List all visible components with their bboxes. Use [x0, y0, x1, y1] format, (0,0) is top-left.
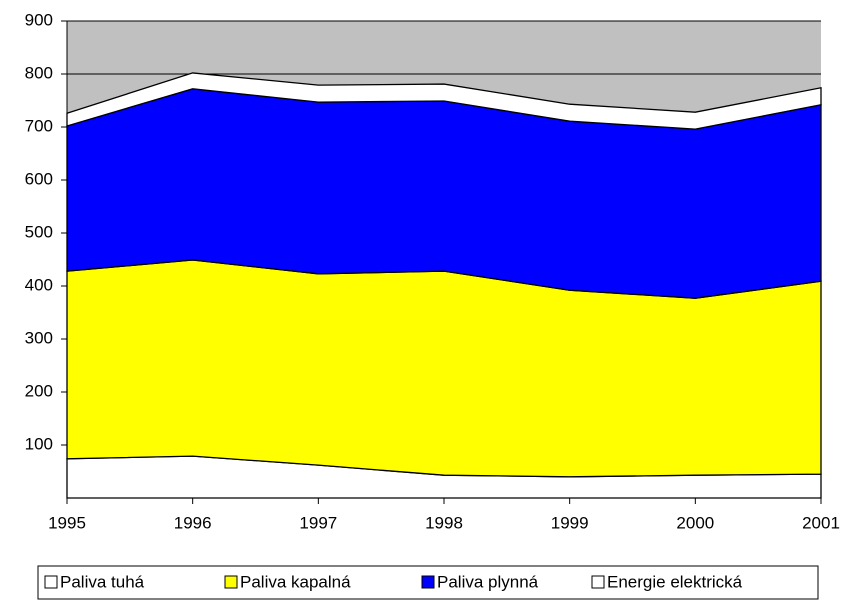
x-tick-label: 1999 [551, 513, 589, 532]
legend-swatch [224, 575, 238, 589]
y-tick-label: 100 [25, 434, 53, 453]
y-tick-label: 300 [25, 328, 53, 347]
legend-swatch [44, 575, 58, 589]
area [66, 72, 822, 130]
x-tick-label: 2001 [802, 513, 840, 532]
y-tick-label: 400 [25, 275, 53, 294]
legend-label: Paliva kapalná [240, 572, 351, 591]
x-tick-label: 1995 [48, 513, 86, 532]
x-tick-label: 1998 [425, 513, 463, 532]
legend-label: Paliva tuhá [60, 572, 145, 591]
x-tick-label: 1996 [174, 513, 212, 532]
legend-swatch [421, 575, 435, 589]
y-tick-label: 200 [25, 381, 53, 400]
y-tick-label: 800 [25, 63, 53, 82]
y-tick-label: 600 [25, 169, 53, 188]
x-tick-label: 2000 [676, 513, 714, 532]
y-tick-label: 500 [25, 222, 53, 241]
x-tick-label: 1997 [299, 513, 337, 532]
legend-label: Paliva plynná [437, 572, 539, 591]
legend-label: Energie elektrická [607, 572, 743, 591]
legend-swatch [591, 575, 605, 589]
y-tick-label: 900 [25, 10, 53, 29]
y-tick-label: 700 [25, 116, 53, 135]
